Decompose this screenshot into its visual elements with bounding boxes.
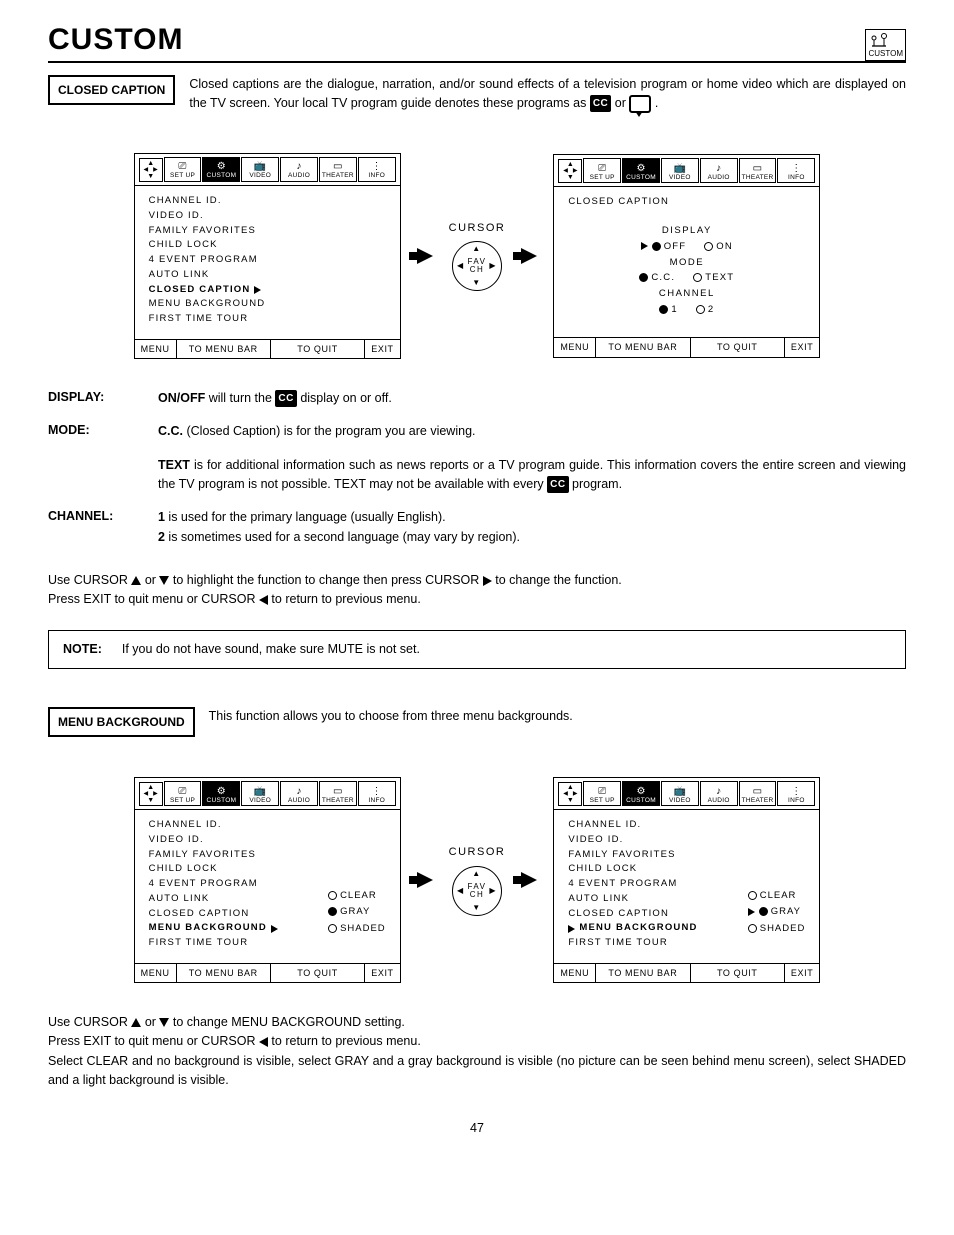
instruction-text: Use CURSOR or to highlight the function … [48, 571, 906, 610]
custom-icon: CUSTOM [865, 29, 906, 61]
arrow-right-icon [417, 872, 433, 888]
cc-icon: CC [275, 390, 296, 408]
channel-val: 1 is used for the primary language (usua… [158, 508, 906, 547]
arrow-right-icon [521, 248, 537, 264]
speech-bubble-icon [629, 95, 651, 113]
arrow-right-icon [417, 248, 433, 264]
closed-caption-label: CLOSED CAPTION [48, 75, 175, 106]
mode-key: MODE: [48, 422, 158, 494]
osd-bg-left: ▲◀▶▼⎚SET UP⚙CUSTOM📺VIDEO♪AUDIO▭THEATER⋮I… [134, 777, 401, 983]
display-key: DISPLAY: [48, 389, 158, 408]
cursor-diagram: CURSOR ▲ ◀ ▶ ▼ FAV CH [449, 221, 506, 292]
cc-icon: CC [547, 476, 568, 494]
osd-menu-left: ▲◀▶▼⎚SET UP⚙CUSTOM📺VIDEO♪AUDIO▭THEATER⋮I… [134, 153, 401, 359]
mode-val: C.C. (Closed Caption) is for the program… [158, 422, 906, 494]
channel-key: CHANNEL: [48, 508, 158, 547]
osd-cc-right: ▲◀▶▼⎚SET UP⚙CUSTOM📺VIDEO♪AUDIO▭THEATER⋮I… [553, 154, 820, 357]
menu-background-label: MENU BACKGROUND [48, 707, 195, 738]
page-title: CUSTOM [48, 20, 183, 61]
mb-intro: This function allows you to choose from … [209, 707, 906, 726]
cc-icon: CC [590, 95, 611, 113]
note-box: NOTE:If you do not have sound, make sure… [48, 630, 906, 669]
cc-intro: Closed captions are the dialogue, narrat… [189, 75, 906, 114]
cursor-diagram: CURSOR ▲ ◀ ▶ ▼ FAV CH [449, 845, 506, 916]
instruction-text-2: Use CURSOR or to change MENU BACKGROUND … [48, 1013, 906, 1091]
arrow-right-icon [521, 872, 537, 888]
page-number: 47 [48, 1120, 906, 1137]
display-val: ON/OFF will turn the CC display on or of… [158, 389, 906, 408]
osd-bg-right: ▲◀▶▼⎚SET UP⚙CUSTOM📺VIDEO♪AUDIO▭THEATER⋮I… [553, 777, 820, 983]
